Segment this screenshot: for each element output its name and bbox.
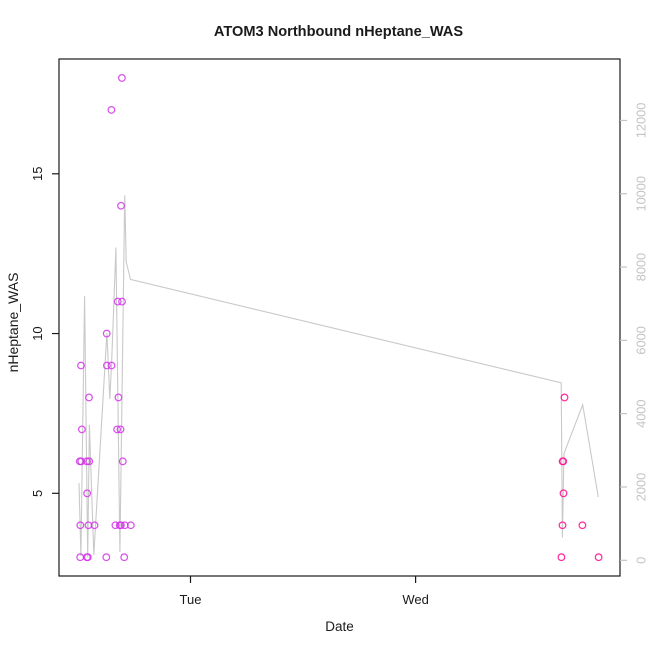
- y-axis-right-ticks: 0 2000 4000 6000 8000 10000 12000: [620, 103, 648, 564]
- data-point: [83, 553, 92, 562]
- data-point: [116, 425, 125, 434]
- data-point: [102, 329, 111, 338]
- data-point: [117, 74, 126, 82]
- data-point: [118, 457, 127, 466]
- data-point: [557, 553, 566, 562]
- y-right-tick-label: 10000: [633, 176, 648, 212]
- y-right-tick-label: 4000: [633, 399, 648, 427]
- x-tick-label: Wed: [402, 592, 429, 607]
- data-point: [120, 553, 129, 562]
- chart-title: ATOM3 Northbound nHeptane_WAS: [214, 24, 463, 40]
- data-point: [116, 521, 125, 530]
- data-point: [76, 553, 85, 562]
- data-point: [107, 105, 116, 114]
- y-right-tick-label: 12000: [633, 103, 648, 139]
- data-point: [90, 521, 99, 530]
- y-axis-label: nHeptane_WAS: [5, 273, 21, 373]
- data-point: [117, 201, 125, 210]
- y-left-tick-label: 10: [30, 326, 45, 340]
- data-point: [107, 361, 116, 370]
- data-point: [559, 457, 568, 466]
- plot-box: [58, 58, 621, 577]
- x-tick-label: Tue: [180, 592, 202, 607]
- trace-line: [78, 195, 599, 558]
- x-axis-ticks: Tue Wed: [180, 576, 429, 607]
- data-point: [102, 553, 111, 562]
- y-axis-left-ticks: 5 10 15: [30, 167, 59, 497]
- data-point: [578, 521, 587, 530]
- data-point: [77, 457, 86, 466]
- y-right-tick-label: 0: [633, 557, 648, 564]
- data-point: [102, 361, 111, 370]
- data-point: [113, 297, 122, 306]
- y-left-tick-label: 5: [30, 490, 45, 497]
- data-point: [113, 425, 122, 434]
- data-point: [83, 489, 92, 498]
- data-point: [82, 457, 91, 466]
- trace-line-group: [78, 195, 599, 558]
- y-left-tick-label: 15: [30, 167, 45, 181]
- x-axis-label: Date: [325, 619, 354, 634]
- y-right-tick-label: 6000: [633, 326, 648, 354]
- y-right-tick-label: 8000: [633, 253, 648, 281]
- data-point: [118, 297, 126, 306]
- data-point: [77, 361, 85, 370]
- data-point: [76, 521, 85, 530]
- data-point: [85, 457, 94, 466]
- data-point: [111, 521, 120, 530]
- plot-box-rect: [58, 58, 621, 577]
- data-points-group: [75, 74, 603, 562]
- data-point: [77, 425, 86, 434]
- data-point: [558, 521, 567, 530]
- data-point: [85, 393, 93, 402]
- data-point: [560, 393, 569, 402]
- y-right-tick-label: 2000: [633, 473, 648, 501]
- data-point: [559, 489, 568, 498]
- data-point: [114, 393, 123, 402]
- data-point: [126, 521, 135, 530]
- data-point: [594, 553, 603, 562]
